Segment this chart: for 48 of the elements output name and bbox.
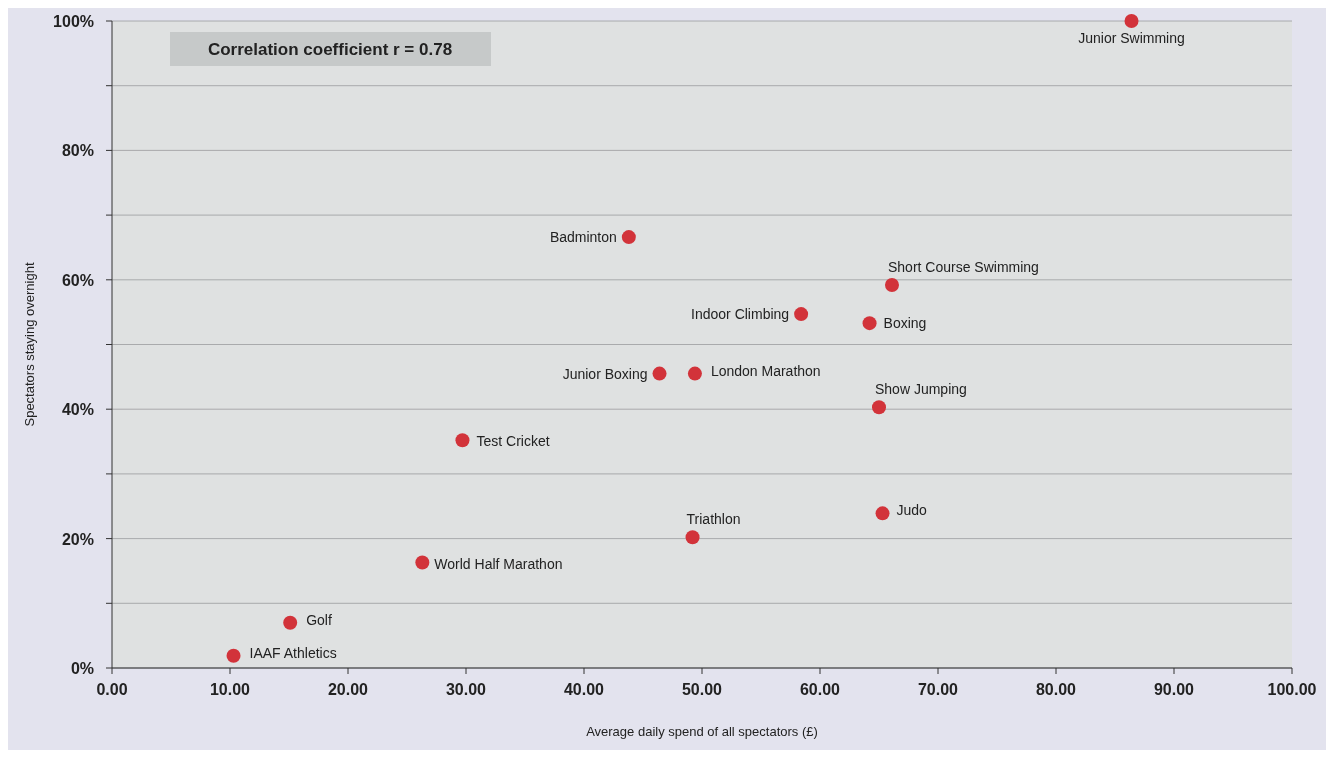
y-tick-label: 40%	[61, 401, 94, 419]
point	[455, 433, 470, 448]
annotation: Golf	[306, 611, 332, 628]
x-tick-label: 30.00	[445, 681, 487, 698]
x-axis-title: Average daily spend of all spectators (£)	[586, 724, 818, 739]
x-tick-label: 70.00	[917, 681, 959, 698]
point	[862, 316, 877, 331]
annotation: Junior Swimming	[1078, 30, 1185, 46]
annotation: Junior Boxing	[562, 365, 648, 382]
annotation: Triathlon	[686, 511, 741, 528]
y-axis-title: Spectators staying overnight	[22, 262, 37, 427]
annotation: Short Course Swimming	[887, 258, 1039, 275]
annotation: Indoor Climbing	[691, 306, 790, 323]
y-tick-label: 60%	[61, 271, 94, 289]
x-tick-label: 0.00	[96, 681, 128, 698]
x-tick-label: 90.00	[1153, 681, 1195, 698]
x-tick-label: 50.00	[681, 681, 723, 698]
point	[283, 615, 298, 630]
annotation: IAAF Athletics	[249, 644, 337, 661]
y-tick-label: 100%	[53, 13, 94, 30]
x-tick-label: 40.00	[563, 681, 605, 698]
point	[1124, 14, 1139, 28]
x-tick-label: 100.00	[1267, 681, 1317, 698]
y-tick-label: 0%	[70, 660, 94, 677]
point	[872, 400, 886, 415]
point	[652, 366, 667, 381]
point	[687, 366, 702, 381]
point	[884, 277, 899, 292]
point	[226, 648, 241, 663]
annotation: Test Cricket	[476, 433, 550, 450]
x-tick-label: 10.00	[209, 681, 251, 698]
y-tick-label: 20%	[61, 530, 94, 548]
annotation: Judo	[896, 502, 928, 519]
y-tick-label: 80%	[61, 142, 94, 160]
annotation: London Marathon	[710, 362, 821, 379]
x-tick-label: 60.00	[799, 681, 841, 698]
annotation: World Half Marathon	[434, 555, 563, 572]
point	[875, 506, 890, 521]
annotation: Boxing	[883, 315, 927, 332]
point	[621, 230, 636, 245]
point	[794, 307, 809, 322]
annotation: Badminton	[549, 229, 617, 246]
point	[685, 530, 700, 545]
x-tick-label: 80.00	[1035, 681, 1077, 698]
annotation: Correlation coefficient r = 0.78	[207, 40, 453, 59]
point	[415, 555, 430, 570]
x-tick-label: 20.00	[327, 681, 369, 698]
annotation: Show Jumping	[875, 381, 967, 398]
